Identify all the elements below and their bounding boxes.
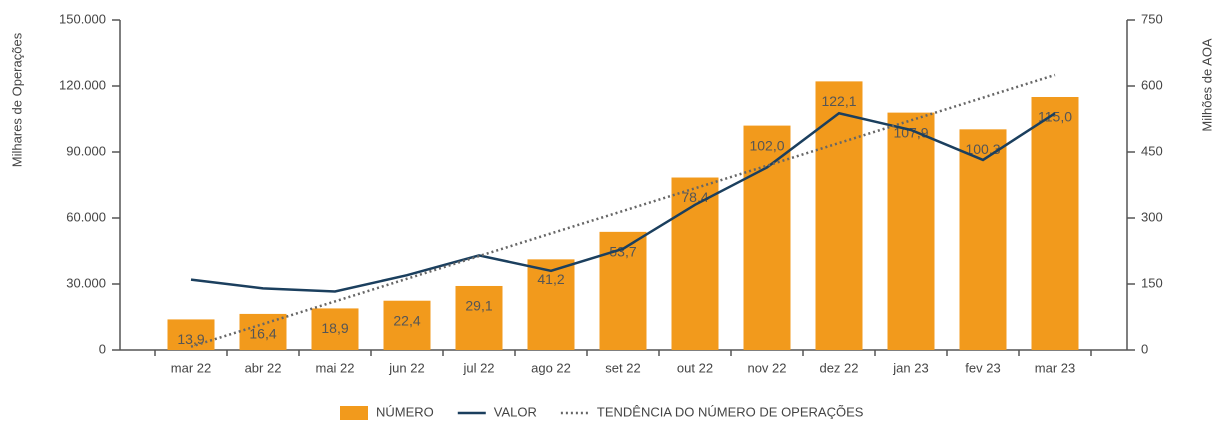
data-label: 122,1	[821, 93, 856, 109]
bar	[671, 177, 719, 350]
y-tick-label: 150.000	[59, 11, 106, 26]
bar	[167, 319, 215, 350]
x-tick-label: jul 22	[462, 360, 494, 375]
legend-label: VALOR	[494, 404, 537, 419]
data-label: 29,1	[465, 298, 492, 314]
y-tick-label: 60.000	[66, 209, 106, 224]
y2-tick-label: 0	[1141, 341, 1148, 356]
data-label: 18,9	[321, 320, 348, 336]
x-tick-label: dez 22	[819, 360, 858, 375]
y-tick-label: 30.000	[66, 275, 106, 290]
y2-axis-title: Milhões de AOA	[1199, 38, 1214, 132]
y2-tick-label: 150	[1141, 275, 1163, 290]
data-label: 115,0	[1038, 109, 1072, 125]
data-label: 78,4	[681, 189, 708, 205]
x-tick-label: jun 22	[388, 360, 424, 375]
line	[190, 111, 1056, 293]
y-axis-title: Milhares de Operações	[9, 32, 24, 167]
bar	[887, 112, 935, 351]
x-tick-label: mai 22	[315, 360, 354, 375]
bar	[311, 308, 359, 350]
data-label: 53,7	[609, 244, 636, 260]
y2-tick-label: 750	[1141, 11, 1163, 26]
bar	[455, 285, 503, 350]
y2-tick-label: 600	[1141, 77, 1163, 92]
legend-label: NÚMERO	[376, 404, 434, 419]
bar	[959, 129, 1007, 350]
x-tick-label: mar 23	[1035, 360, 1075, 375]
y-tick-label: 0	[99, 341, 106, 356]
y2-tick-label: 300	[1141, 209, 1163, 224]
legend-swatch	[340, 406, 368, 420]
x-tick-label: mar 22	[171, 360, 211, 375]
bar	[815, 81, 863, 350]
x-tick-label: ago 22	[531, 360, 571, 375]
bar	[383, 300, 431, 350]
x-tick-label: abr 22	[245, 360, 282, 375]
x-tick-label: out 22	[677, 360, 713, 375]
bar	[743, 125, 791, 350]
data-label: 102,0	[749, 137, 784, 153]
x-tick-label: set 22	[605, 360, 640, 375]
trend-line	[190, 73, 1056, 348]
x-tick-label: jan 23	[892, 360, 928, 375]
bar	[527, 259, 575, 350]
legend-label: TENDÊNCIA DO NÚMERO DE OPERAÇÕES	[597, 404, 864, 419]
y2-tick-label: 450	[1141, 143, 1163, 158]
data-label: 13,9	[177, 331, 204, 347]
x-tick-label: nov 22	[747, 360, 786, 375]
data-label: 41,2	[537, 271, 564, 287]
x-tick-label: fev 23	[965, 360, 1000, 375]
y-tick-label: 120.000	[59, 77, 106, 92]
data-label: 16,4	[249, 326, 276, 342]
data-label: 22,4	[393, 312, 420, 328]
y-tick-label: 90.000	[66, 143, 106, 158]
bar	[599, 231, 647, 350]
bar	[1031, 97, 1079, 350]
